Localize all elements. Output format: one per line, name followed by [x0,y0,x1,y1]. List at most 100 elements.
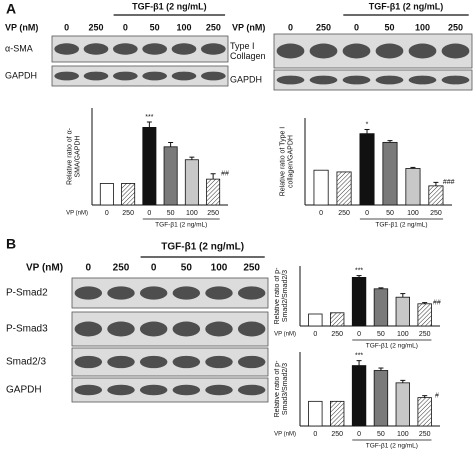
blot-band [139,384,168,396]
bar [99,183,114,206]
blot-band [408,43,437,59]
bar [395,382,410,427]
row-label: P-Smad2 [6,288,48,299]
blot-band [205,355,233,369]
blot-band [139,321,168,337]
bar [336,171,352,206]
annotation: ## [433,299,441,306]
blot-band [205,321,233,337]
blot-band [205,286,233,300]
blot-band [113,71,138,81]
bar [417,397,432,427]
y-axis-label: Relative ratio of p-Smad3/Smad2/3 [274,361,289,418]
lane-label: 250 [88,22,103,32]
x-tick-label: 0 [319,210,323,217]
bar [395,296,410,327]
blot-band [172,355,201,369]
blot-band [309,75,338,85]
lane-label: 250 [243,263,260,274]
lane-label: 100 [176,22,191,32]
blot-strip [51,35,229,63]
x-tick-label: 0 [365,210,369,217]
blot-band [74,384,103,396]
annotation: # [435,393,439,400]
annotation: *** [145,114,153,121]
x-tick-label: 250 [122,210,134,217]
blot-band [237,384,266,396]
blot-band [171,71,197,81]
treatment-label: TGF-β1 (2 ng/mL) [132,1,207,11]
blot-band [276,75,305,85]
y-axis-label: Relative ratio of p-Smad2/Smad2/3 [274,267,289,325]
treatment-label: TGF-β1 (2 ng/mL) [369,1,444,11]
x-tick-label: 0 [147,210,151,217]
lane-label: 250 [316,22,331,32]
x-tick-label: 250 [430,210,442,217]
y-axis-label: Relative ratio of α-SMA/GAPDH [66,128,81,185]
x-tick-label: 250 [419,331,431,338]
bar [405,168,421,206]
lane-label: 50 [181,263,193,274]
blot-band [408,75,437,85]
x-tick-label: 250 [419,431,431,438]
panel-letter: A [6,1,16,17]
x-tick-label: 100 [186,210,198,217]
x-tick-label: 0 [313,331,317,338]
blot-band [83,43,109,55]
blot-band [107,286,135,300]
lane-label: 50 [150,22,160,32]
blot-band [74,355,103,369]
lane-label: 0 [288,22,293,32]
blot-band [441,75,470,85]
x-tick-label: 0 [357,431,361,438]
annotation: *** [355,267,363,274]
lane-label: 250 [113,263,130,274]
row-label: Type I Collagen [230,41,266,61]
x-tick-label: 250 [207,210,219,217]
lane-label: 0 [354,22,359,32]
blot-band [309,43,338,59]
blot-band [172,286,201,300]
panel-letter: B [6,236,16,252]
blot-strip [273,33,473,69]
annotation: * [366,121,369,128]
blot-band [237,321,266,337]
blot-band [201,71,226,81]
blot-band [375,75,404,85]
dose-label: VP (nM) [232,22,265,32]
blot-band [54,43,79,55]
bar [308,400,323,427]
blot-strip [71,347,269,377]
x-tick-label: 250 [331,431,343,438]
blot-band [342,43,371,59]
dose-label: VP (nM) [26,263,63,274]
blot-band [171,43,197,55]
blot-band [142,43,167,55]
treatment-label: TGF-β1 (2 ng/mL) [161,242,244,253]
bar [359,133,375,206]
row-label: GAPDH [5,70,37,80]
y-axis-label: Relative ratio of p-Smad2/Smad2/3 [274,267,289,325]
blot-band [113,43,138,55]
lane-label: 0 [86,263,92,274]
row-label: Type I Collagen [230,41,266,61]
x-row-label: VP (nM) [66,211,88,217]
x-group-label: TGF-β1 (2 ng/mL) [366,343,418,350]
x-group-label: TGF-β1 (2 ng/mL) [366,443,418,450]
dose-label: VP (nM) [5,22,38,32]
x-tick-label: 100 [397,431,409,438]
x-tick-label: 50 [386,210,394,217]
bar [330,312,345,327]
x-tick-label: 100 [407,210,419,217]
bar [373,288,389,327]
lane-label: 0 [123,22,128,32]
blot-band [107,384,135,396]
annotation: ### [443,179,455,186]
blot-band [74,321,103,337]
blot-band [205,384,233,396]
bar [313,169,329,206]
blot-band [83,71,109,81]
annotation: *** [355,352,363,359]
x-tick-label: 50 [167,210,175,217]
